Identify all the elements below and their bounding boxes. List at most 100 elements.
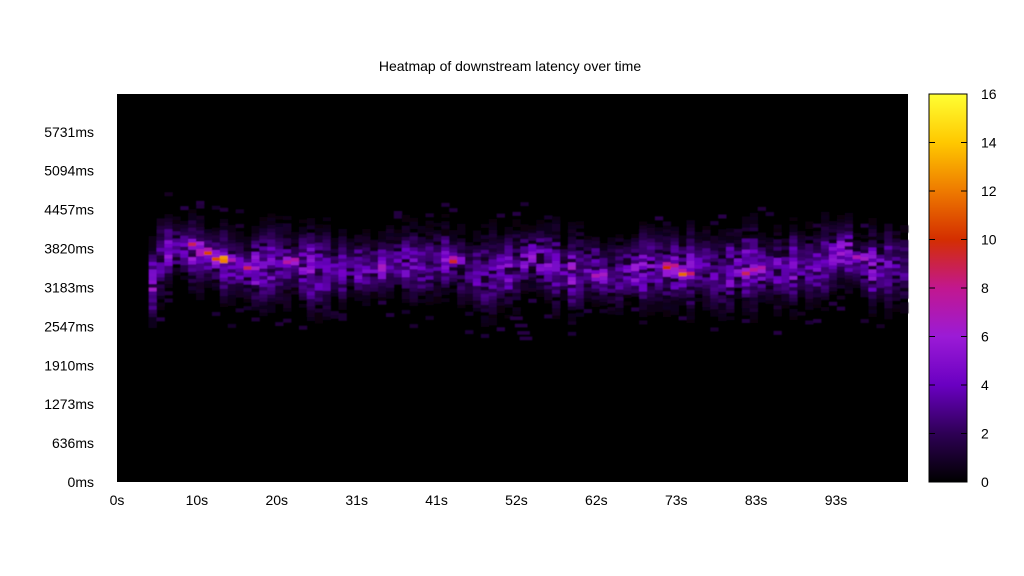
heatmap-cell — [259, 268, 268, 273]
heatmap-cell — [599, 250, 608, 255]
heatmap-cell — [528, 280, 537, 285]
heatmap-cell — [805, 302, 814, 307]
heatmap-cell — [283, 278, 292, 283]
heatmap-cell — [496, 305, 505, 310]
heatmap-cell — [298, 270, 308, 275]
heatmap-cell — [196, 274, 205, 279]
heatmap-cell — [504, 230, 513, 235]
heatmap-cell — [536, 278, 545, 283]
heatmap-cell — [441, 246, 450, 251]
heatmap-cell — [425, 293, 434, 298]
heatmap-cell — [631, 281, 640, 286]
heatmap-cell — [457, 286, 466, 290]
heatmap-cell — [512, 252, 521, 257]
heatmap-cell — [536, 227, 545, 232]
heatmap-cell — [180, 239, 189, 244]
heatmap-cell — [180, 261, 189, 266]
heatmap-cell — [678, 257, 687, 262]
heatmap-cell — [749, 289, 759, 294]
heatmap-cell — [813, 289, 822, 294]
heatmap-cell — [639, 309, 648, 314]
heatmap-cell — [789, 250, 798, 255]
heatmap-cell — [773, 257, 782, 262]
heatmap-cell — [718, 295, 727, 300]
heatmap-cell — [196, 215, 205, 220]
heatmap-cell — [646, 242, 656, 246]
heatmap-cell — [678, 250, 687, 255]
heatmap-cell — [607, 259, 616, 264]
heatmap-cell — [298, 259, 308, 264]
heatmap-cell — [615, 248, 624, 253]
heatmap-cell — [591, 240, 600, 245]
heatmap-cell — [441, 272, 450, 277]
heatmap-cell — [180, 250, 189, 255]
heatmap-cell — [868, 243, 877, 248]
heatmap-cell — [338, 316, 347, 321]
heatmap-cell — [607, 277, 616, 282]
heatmap-cell — [322, 286, 331, 291]
heatmap-cell — [876, 283, 885, 288]
heatmap-cell — [338, 239, 347, 244]
heatmap-cell — [235, 231, 244, 236]
heatmap-cell — [631, 263, 640, 268]
heatmap-cell — [449, 208, 458, 213]
heatmap-cell — [243, 273, 252, 278]
heatmap-cell — [164, 261, 173, 266]
heatmap-cell — [813, 245, 822, 250]
heatmap-cell — [868, 283, 877, 288]
heatmap-cell — [496, 301, 505, 306]
heatmap-cell — [409, 243, 418, 248]
heatmap-cell — [781, 293, 790, 298]
heatmap-cell — [567, 276, 577, 281]
heatmap-cell — [235, 278, 244, 283]
heatmap-cell — [686, 315, 695, 320]
heatmap-cell — [180, 268, 189, 273]
heatmap-cell — [583, 298, 592, 303]
heatmap-cell — [813, 275, 822, 279]
heatmap-cell — [314, 231, 324, 236]
heatmap-cell — [488, 237, 498, 242]
heatmap-cell — [567, 298, 577, 303]
heatmap-cell — [544, 263, 553, 268]
heatmap-cell — [591, 273, 600, 278]
heatmap-cell — [251, 291, 260, 296]
heatmap-cell — [298, 219, 308, 224]
heatmap-cell — [275, 215, 284, 220]
heatmap-cell — [639, 232, 648, 237]
heatmap-cell — [441, 228, 450, 233]
heatmap-cell — [417, 225, 426, 230]
heatmap-cell — [496, 235, 505, 240]
heatmap-cell — [354, 297, 363, 301]
heatmap-cell — [291, 257, 300, 262]
heatmap-cell — [496, 257, 505, 262]
heatmap-cell — [393, 273, 403, 278]
heatmap-cell — [433, 222, 442, 227]
heatmap-cell — [741, 289, 751, 294]
heatmap-cell — [322, 264, 331, 269]
heatmap-cell — [338, 294, 347, 299]
heatmap-cell — [449, 288, 458, 293]
heatmap-cell — [789, 294, 798, 299]
heatmap-cell — [259, 231, 268, 236]
heatmap-cell — [884, 256, 893, 261]
heatmap-cell — [813, 319, 822, 323]
heatmap-cell — [417, 240, 426, 245]
heatmap-cell — [844, 271, 854, 276]
heatmap-cell — [401, 251, 411, 256]
heatmap-cell — [559, 252, 569, 257]
heatmap-cell — [639, 247, 648, 252]
heatmap-cell — [852, 244, 861, 248]
heatmap-cell — [283, 274, 292, 279]
heatmap-cell — [496, 294, 505, 299]
heatmap-cell — [504, 278, 513, 283]
heatmap-cell — [646, 289, 656, 294]
heatmap-cell — [670, 248, 680, 253]
heatmap-cell — [884, 300, 893, 305]
heatmap-cell — [686, 300, 695, 305]
heatmap-cell — [670, 226, 680, 231]
heatmap-cell — [741, 249, 751, 254]
heatmap-cell — [900, 280, 909, 285]
heatmap-cell — [512, 281, 521, 286]
heatmap-cell — [338, 254, 347, 259]
heatmap-cell — [457, 231, 466, 235]
